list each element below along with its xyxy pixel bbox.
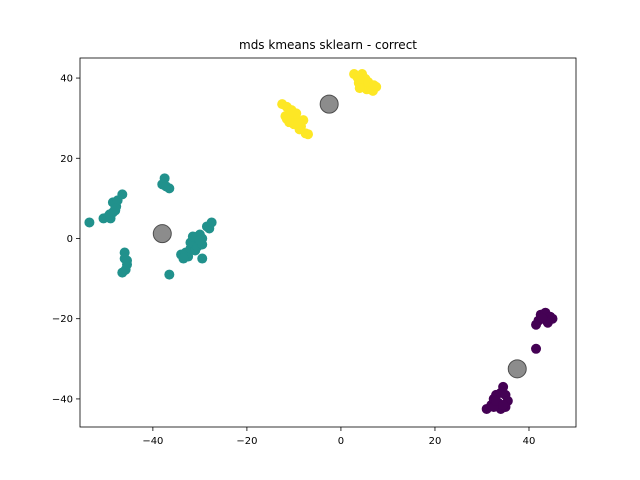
data-point [178,253,189,264]
data-point [354,83,365,94]
data-point [164,269,175,280]
x-tick-label: 0 [338,436,344,447]
chart-title: mds kmeans sklearn - correct [239,38,417,52]
centroid-point [319,94,339,114]
data-point [498,381,509,392]
y-tick-label: −40 [52,394,73,405]
x-tick-label: −40 [142,436,163,447]
data-point [197,253,208,264]
points-layer [84,69,558,414]
data-point [194,235,205,246]
data-point [293,117,304,128]
x-axis: −40 −20 0 20 40 [142,427,535,447]
data-point [161,181,172,192]
centroid-point [152,224,172,244]
data-point [537,312,548,323]
y-tick-label: 0 [67,234,73,245]
data-point [84,217,95,228]
y-tick-label: 40 [60,74,73,85]
data-point [206,217,217,228]
data-point [281,113,292,124]
plot-frame [79,57,577,428]
data-point [104,209,115,220]
data-point [531,343,542,354]
x-tick-label: 20 [429,436,442,447]
data-point [368,80,379,91]
centroids-layer [152,94,527,379]
y-axis: −40 −20 0 20 40 [52,74,80,405]
data-point [117,189,128,200]
centroid-point [507,359,527,379]
y-tick-label: 20 [60,154,73,165]
data-point [303,129,314,140]
data-point [531,319,542,330]
data-point [498,399,509,410]
data-point [122,255,133,266]
y-tick-label: −20 [52,314,73,325]
x-tick-label: 40 [523,436,536,447]
data-point [117,267,128,278]
x-tick-label: −20 [236,436,257,447]
